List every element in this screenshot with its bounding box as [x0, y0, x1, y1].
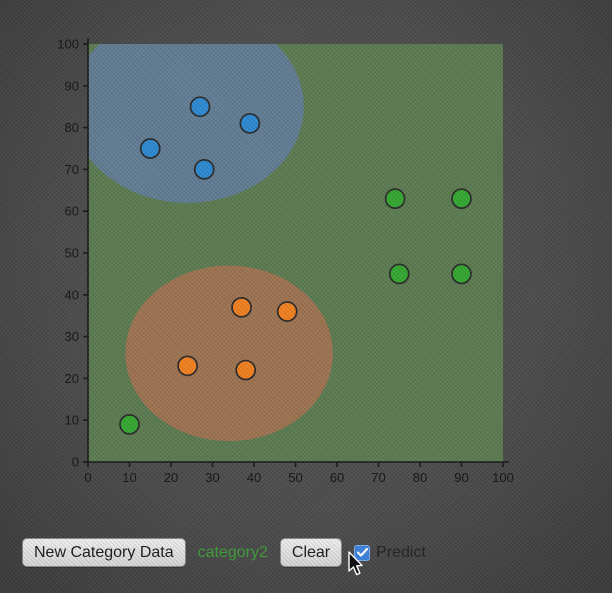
y-tick-label: 10	[65, 413, 79, 428]
y-tick-label: 0	[72, 455, 79, 470]
x-tick-label: 30	[205, 470, 219, 485]
checkmark-icon	[356, 548, 368, 557]
y-tick-label: 60	[65, 204, 79, 219]
data-point-orange	[235, 359, 257, 381]
predict-control: Predict	[354, 544, 426, 562]
scatter-plot-canvas[interactable]: 0 10 20 30 40 50 60 70 80 90 100 0 10 20 30 40 50 60 70 80 9…	[0, 0, 612, 510]
y-tick-label: 30	[65, 329, 79, 344]
prediction-regions	[88, 44, 503, 462]
y-tick-label: 40	[65, 287, 79, 302]
x-tick-label: 40	[247, 470, 261, 485]
current-category-label: category2	[197, 543, 268, 561]
data-point-green	[119, 414, 140, 435]
data-point-blue	[189, 96, 211, 118]
data-point-orange	[177, 355, 198, 377]
x-tick-label: 100	[492, 470, 514, 485]
y-tick-label: 20	[65, 371, 79, 386]
data-point-blue	[139, 138, 161, 159]
data-point-green	[451, 188, 472, 210]
y-tick-label: 100	[57, 37, 79, 52]
x-tick-label: 10	[122, 470, 136, 485]
predict-checkbox[interactable]	[354, 544, 371, 561]
y-tick-label: 90	[65, 78, 79, 93]
x-tick-label: 0	[84, 470, 91, 485]
data-point-blue	[193, 159, 215, 180]
x-tick-label: 60	[330, 470, 344, 485]
data-point-blue	[239, 113, 261, 134]
y-tick-label: 70	[65, 162, 79, 177]
predict-label: Predict	[376, 543, 426, 561]
x-tick-label: 90	[454, 470, 468, 485]
new-category-data-button[interactable]: New Category Data	[22, 538, 186, 567]
data-point-green	[384, 188, 406, 210]
data-point-orange	[276, 301, 298, 322]
region-orange-cluster	[125, 265, 333, 442]
region-blue-cluster	[88, 44, 304, 203]
x-tick-label: 50	[288, 470, 302, 485]
y-tick-label: 80	[65, 120, 79, 135]
x-tick-label: 80	[413, 470, 427, 485]
toolbar: New Category Data category2 Clear Predic…	[22, 538, 426, 567]
x-tick-label: 20	[164, 470, 178, 485]
y-tick-label: 50	[65, 246, 79, 261]
data-point-green	[451, 263, 472, 285]
clear-button[interactable]: Clear	[279, 538, 343, 567]
data-point-green	[388, 263, 410, 285]
x-tick-label: 70	[371, 470, 385, 485]
data-point-orange	[231, 296, 252, 318]
